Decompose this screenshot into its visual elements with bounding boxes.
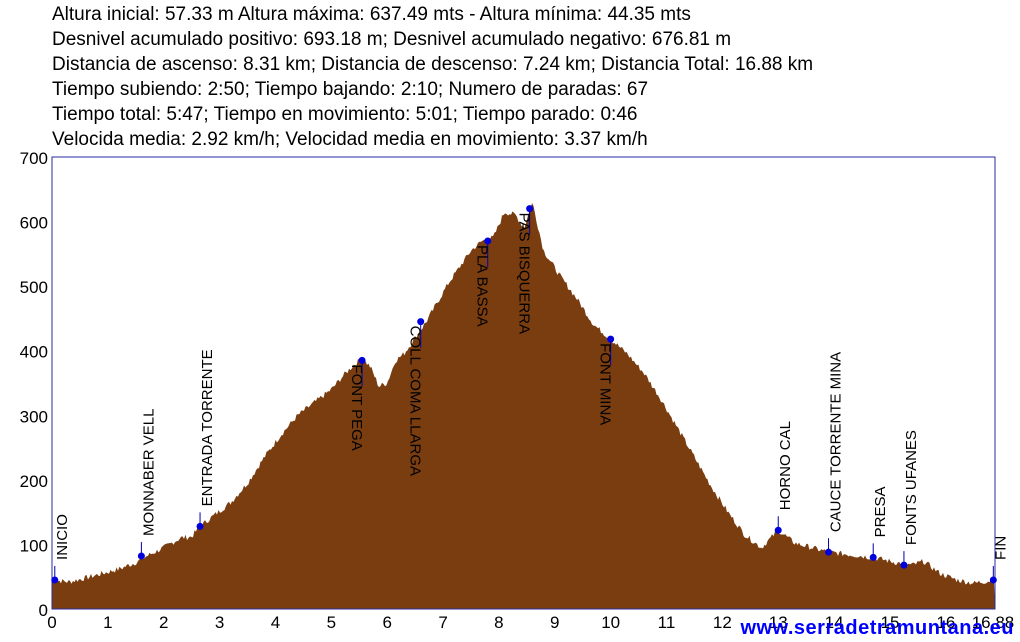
- y-tick-label: 100: [20, 536, 48, 555]
- waypoint-label: COLL COMA LLARGA: [407, 326, 424, 476]
- route-stats: Altura inicial: 57.33 m Altura máxima: 6…: [52, 2, 813, 152]
- stats-line: Distancia de ascenso: 8.31 km; Distancia…: [52, 54, 814, 75]
- y-tick-label: 500: [20, 278, 48, 297]
- waypoint-label: HORNO CAL: [777, 421, 794, 510]
- x-tick-label: 8: [494, 613, 503, 632]
- stats-line: Tiempo subiendo: 2:50; Tiempo bajando: 2…: [52, 79, 649, 100]
- waypoint-marker: [869, 553, 877, 561]
- x-tick-label: 14: [825, 613, 844, 632]
- waypoint-label: PRESA: [872, 486, 889, 537]
- waypoint-marker: [774, 526, 782, 534]
- waypoint-label: FONT PEGA: [348, 364, 365, 450]
- x-tick-label: 12: [713, 613, 732, 632]
- x-tick-label: 4: [271, 613, 280, 632]
- waypoint-marker: [900, 561, 908, 569]
- waypoint-marker: [484, 237, 492, 245]
- waypoint-marker: [196, 522, 204, 530]
- waypoint-marker: [137, 552, 145, 560]
- waypoint-marker: [989, 576, 997, 584]
- x-tick-label: 6: [382, 613, 391, 632]
- x-tick-label: 1: [103, 613, 112, 632]
- x-tick-label: 15: [881, 613, 900, 632]
- stats-line: Desnivel acumulado positivo: 693.18 m; D…: [52, 29, 732, 50]
- x-tick-label: 3: [215, 613, 224, 632]
- x-tick-label: 9: [550, 613, 559, 632]
- x-tick-label: 13: [769, 613, 788, 632]
- waypoint-label: ENTRADA TORRENTE: [199, 349, 216, 506]
- plot-frame: [51, 156, 996, 610]
- waypoint-label: FONTS UFANES: [903, 430, 920, 545]
- elevation-area: [52, 203, 995, 609]
- y-tick-label: 600: [20, 214, 48, 233]
- y-tick-label: 300: [20, 407, 48, 426]
- waypoint-marker: [825, 548, 833, 556]
- waypoint-marker: [417, 318, 425, 326]
- y-tick-label: 200: [20, 472, 48, 491]
- y-tick-label: 400: [20, 343, 48, 362]
- waypoint-marker: [526, 205, 534, 213]
- waypoint-label: FONT MINA: [597, 343, 614, 425]
- waypoint-label: CAUCE TORRENTE MINA: [828, 352, 845, 532]
- waypoint-marker: [358, 356, 366, 364]
- stats-line: Altura inicial: 57.33 m Altura máxima: 6…: [52, 4, 691, 25]
- site-watermark: www.serradetramuntana.eu: [740, 617, 1014, 639]
- waypoint-label: PAS BISQUERRA: [516, 213, 533, 334]
- waypoint-label: PLA BASSA: [474, 245, 491, 327]
- waypoint-marker: [607, 335, 615, 343]
- x-tick-label: 11: [658, 613, 676, 632]
- waypoint-label: INICIO: [54, 514, 71, 560]
- y-tick-label: 700: [20, 149, 48, 168]
- x-tick-label: 2: [159, 613, 168, 632]
- y-tick-label: 0: [39, 601, 48, 620]
- stats-line: Velocida media: 2.92 km/h; Velocidad med…: [52, 129, 648, 150]
- x-tick-label: 16: [936, 613, 955, 632]
- x-tick-label: 5: [327, 613, 336, 632]
- x-end-label: 16.88: [972, 613, 1015, 632]
- x-tick-label: 0: [47, 613, 56, 632]
- x-tick-label: 10: [601, 613, 620, 632]
- waypoint-label: FIN: [992, 536, 1009, 560]
- waypoint-marker: [51, 576, 59, 584]
- x-tick-label: 7: [438, 613, 447, 632]
- stats-line: Tiempo total: 5:47; Tiempo en movimiento…: [52, 104, 638, 125]
- waypoint-label: MONNABER VELL: [140, 409, 157, 537]
